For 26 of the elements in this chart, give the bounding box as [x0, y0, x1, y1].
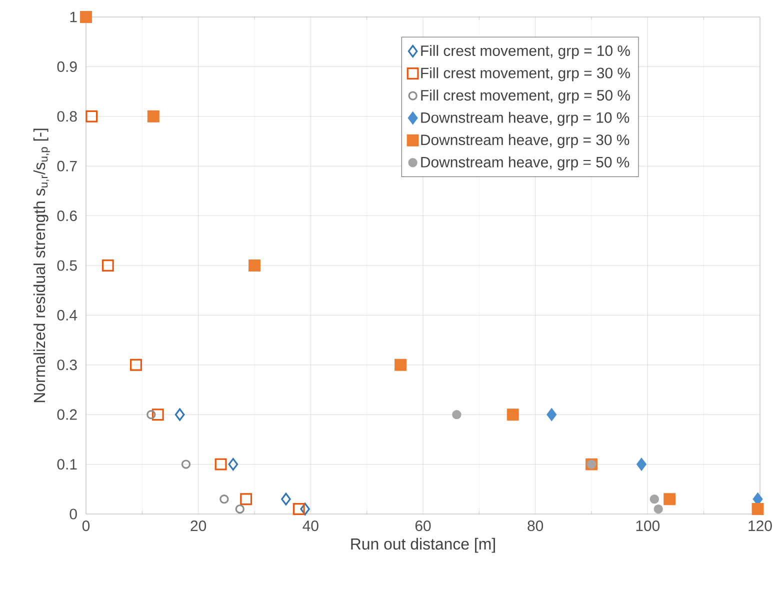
legend-label: Downstream heave, grp = 30 %	[421, 134, 630, 148]
legend-label: Downstream heave, grp = 50 %	[421, 156, 630, 170]
x-tick-label: 60	[415, 520, 431, 532]
legend-label: Fill crest movement, grp = 30 %	[421, 67, 630, 82]
legend-label: Fill crest movement, grp = 50 %	[421, 90, 630, 104]
x-tick-label: 80	[528, 520, 544, 532]
x-tick-label: 120	[748, 520, 772, 532]
y-tick-label: 0.9	[57, 61, 77, 72]
legend-label: Downstream heave, grp = 10 %	[421, 112, 630, 126]
y-tick-label: 0.3	[57, 360, 77, 370]
y-tick-label: 1	[70, 12, 77, 22]
y-tick-label: 0.2	[57, 409, 77, 420]
y-tick-label: 0	[70, 508, 77, 520]
legend-label: Fill crest movement, grp = 10 %	[421, 45, 630, 59]
y-axis-title: Normalized residual strength s$_{u,r}$/s$_{u,p}$ [-]	[33, 128, 50, 402]
y-tick-label: 0.4	[57, 310, 78, 320]
y-tick-label: 0.5	[57, 260, 77, 271]
x-tick-label: 0	[82, 520, 90, 532]
y-tick-label: 0.7	[57, 160, 77, 172]
y-tick-label: 0.1	[57, 459, 77, 470]
y-tick-label: 0.6	[57, 210, 77, 222]
x-tick-label: 40	[302, 520, 318, 532]
y-tick-label: 0.8	[57, 111, 77, 122]
x-axis-title: Run out distance [m]	[351, 538, 495, 553]
x-tick-label: 20	[190, 520, 206, 532]
x-tick-label: 100	[636, 520, 660, 532]
